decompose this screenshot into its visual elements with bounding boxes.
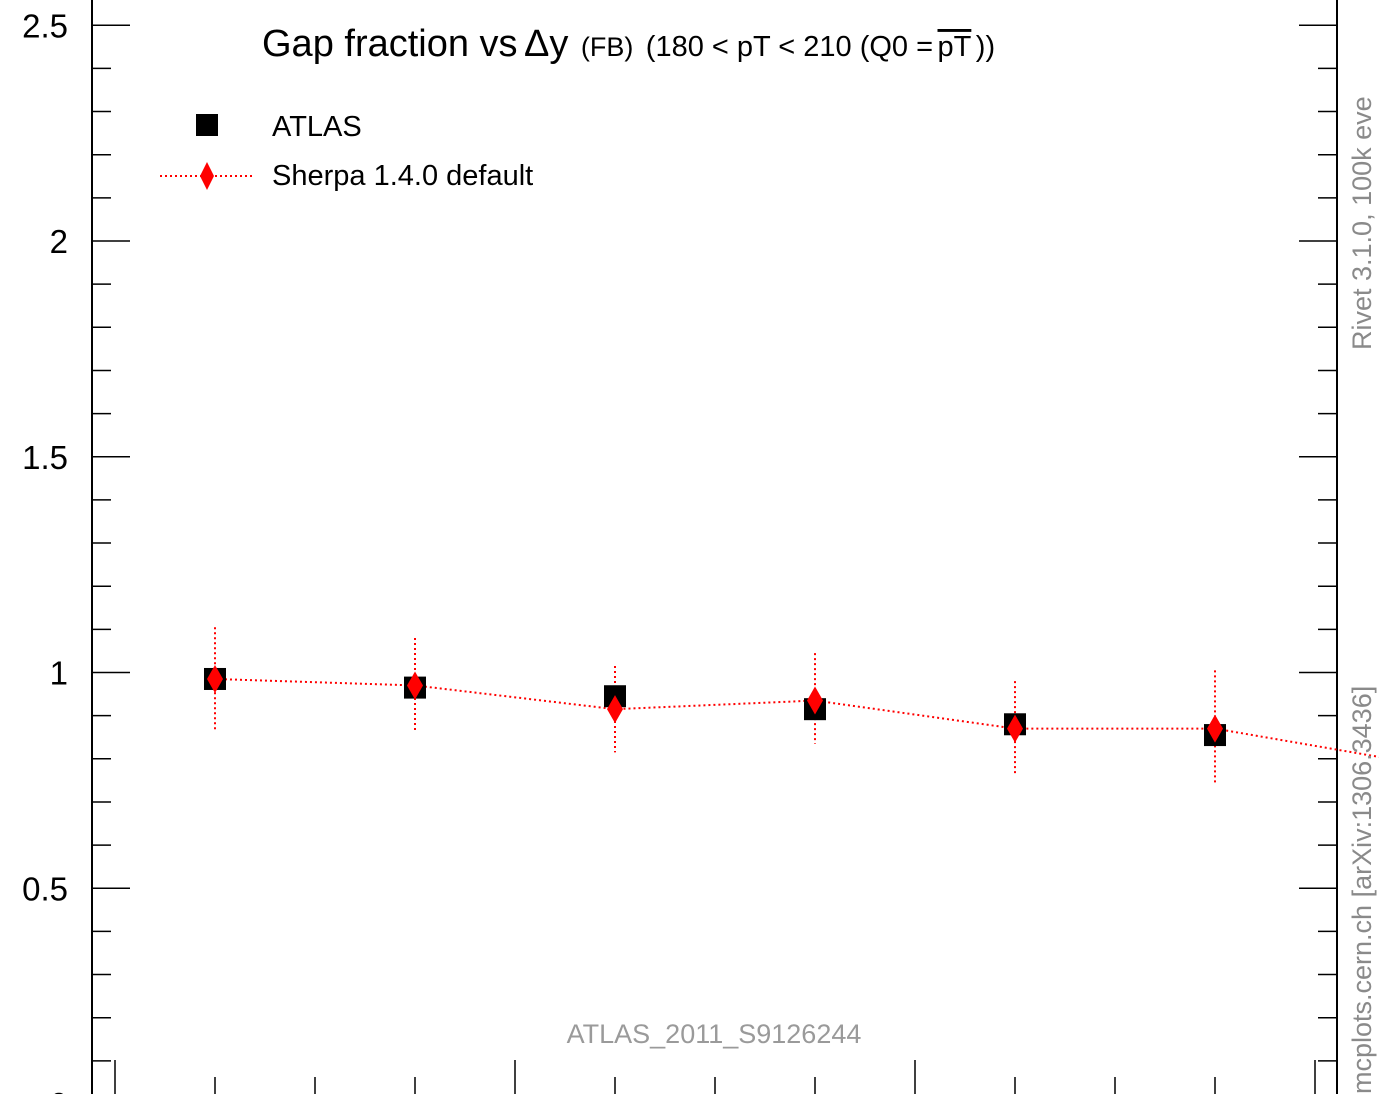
- legend: ATLAS Sherpa 1.4.0 default: [160, 111, 533, 192]
- mc-series-line: [214, 677, 1379, 758]
- atlas-data-points: [204, 667, 1226, 747]
- mc-point: [207, 664, 223, 693]
- title-main: Gap fraction vs: [262, 23, 518, 65]
- legend-sherpa-marker: [200, 162, 214, 190]
- legend-atlas-label: ATLAS: [272, 111, 362, 143]
- y-tick-label: 2: [50, 223, 68, 260]
- legend-sherpa-label: Sherpa 1.4.0 default: [272, 160, 533, 192]
- mc-point: [407, 671, 423, 700]
- title-fb: (FB): [581, 32, 633, 62]
- y-tick-label: 1: [50, 655, 68, 692]
- mc-point: [1207, 714, 1223, 743]
- chart-axes: [91, 0, 1338, 1094]
- title-close: )): [976, 31, 995, 63]
- y-tick-label: 1.5: [22, 439, 68, 476]
- mc-error-bars: [214, 627, 1216, 785]
- y-tick-labels: 0 0.5 1 1.5 2 2.5: [22, 7, 68, 1094]
- title-delta-y: Δy: [524, 23, 568, 65]
- title-range: (180 < pT < 210 (Q0 =: [646, 31, 933, 63]
- title-pt-bar: pT: [938, 31, 972, 63]
- analysis-watermark: ATLAS_2011_S9126244: [567, 1019, 862, 1049]
- y-tick-label: 0: [50, 1086, 68, 1094]
- mc-point: [1007, 714, 1023, 743]
- mc-point: [607, 695, 623, 724]
- chart-title: Gap fraction vs Δy (FB) (180 < pT < 210 …: [262, 23, 995, 65]
- mc-data-points: [207, 664, 1223, 743]
- mc-polyline: [214, 677, 1379, 758]
- y-tick-label: 2.5: [22, 7, 68, 44]
- rivet-version-label: Rivet 3.1.0, 100k eve: [1347, 96, 1377, 350]
- legend-atlas-marker: [196, 114, 218, 136]
- mcplots-label: mcplots.cern.ch [arXiv:1306.3436]: [1347, 686, 1377, 1094]
- mc-point: [807, 686, 823, 715]
- y-tick-label: 0.5: [22, 870, 68, 907]
